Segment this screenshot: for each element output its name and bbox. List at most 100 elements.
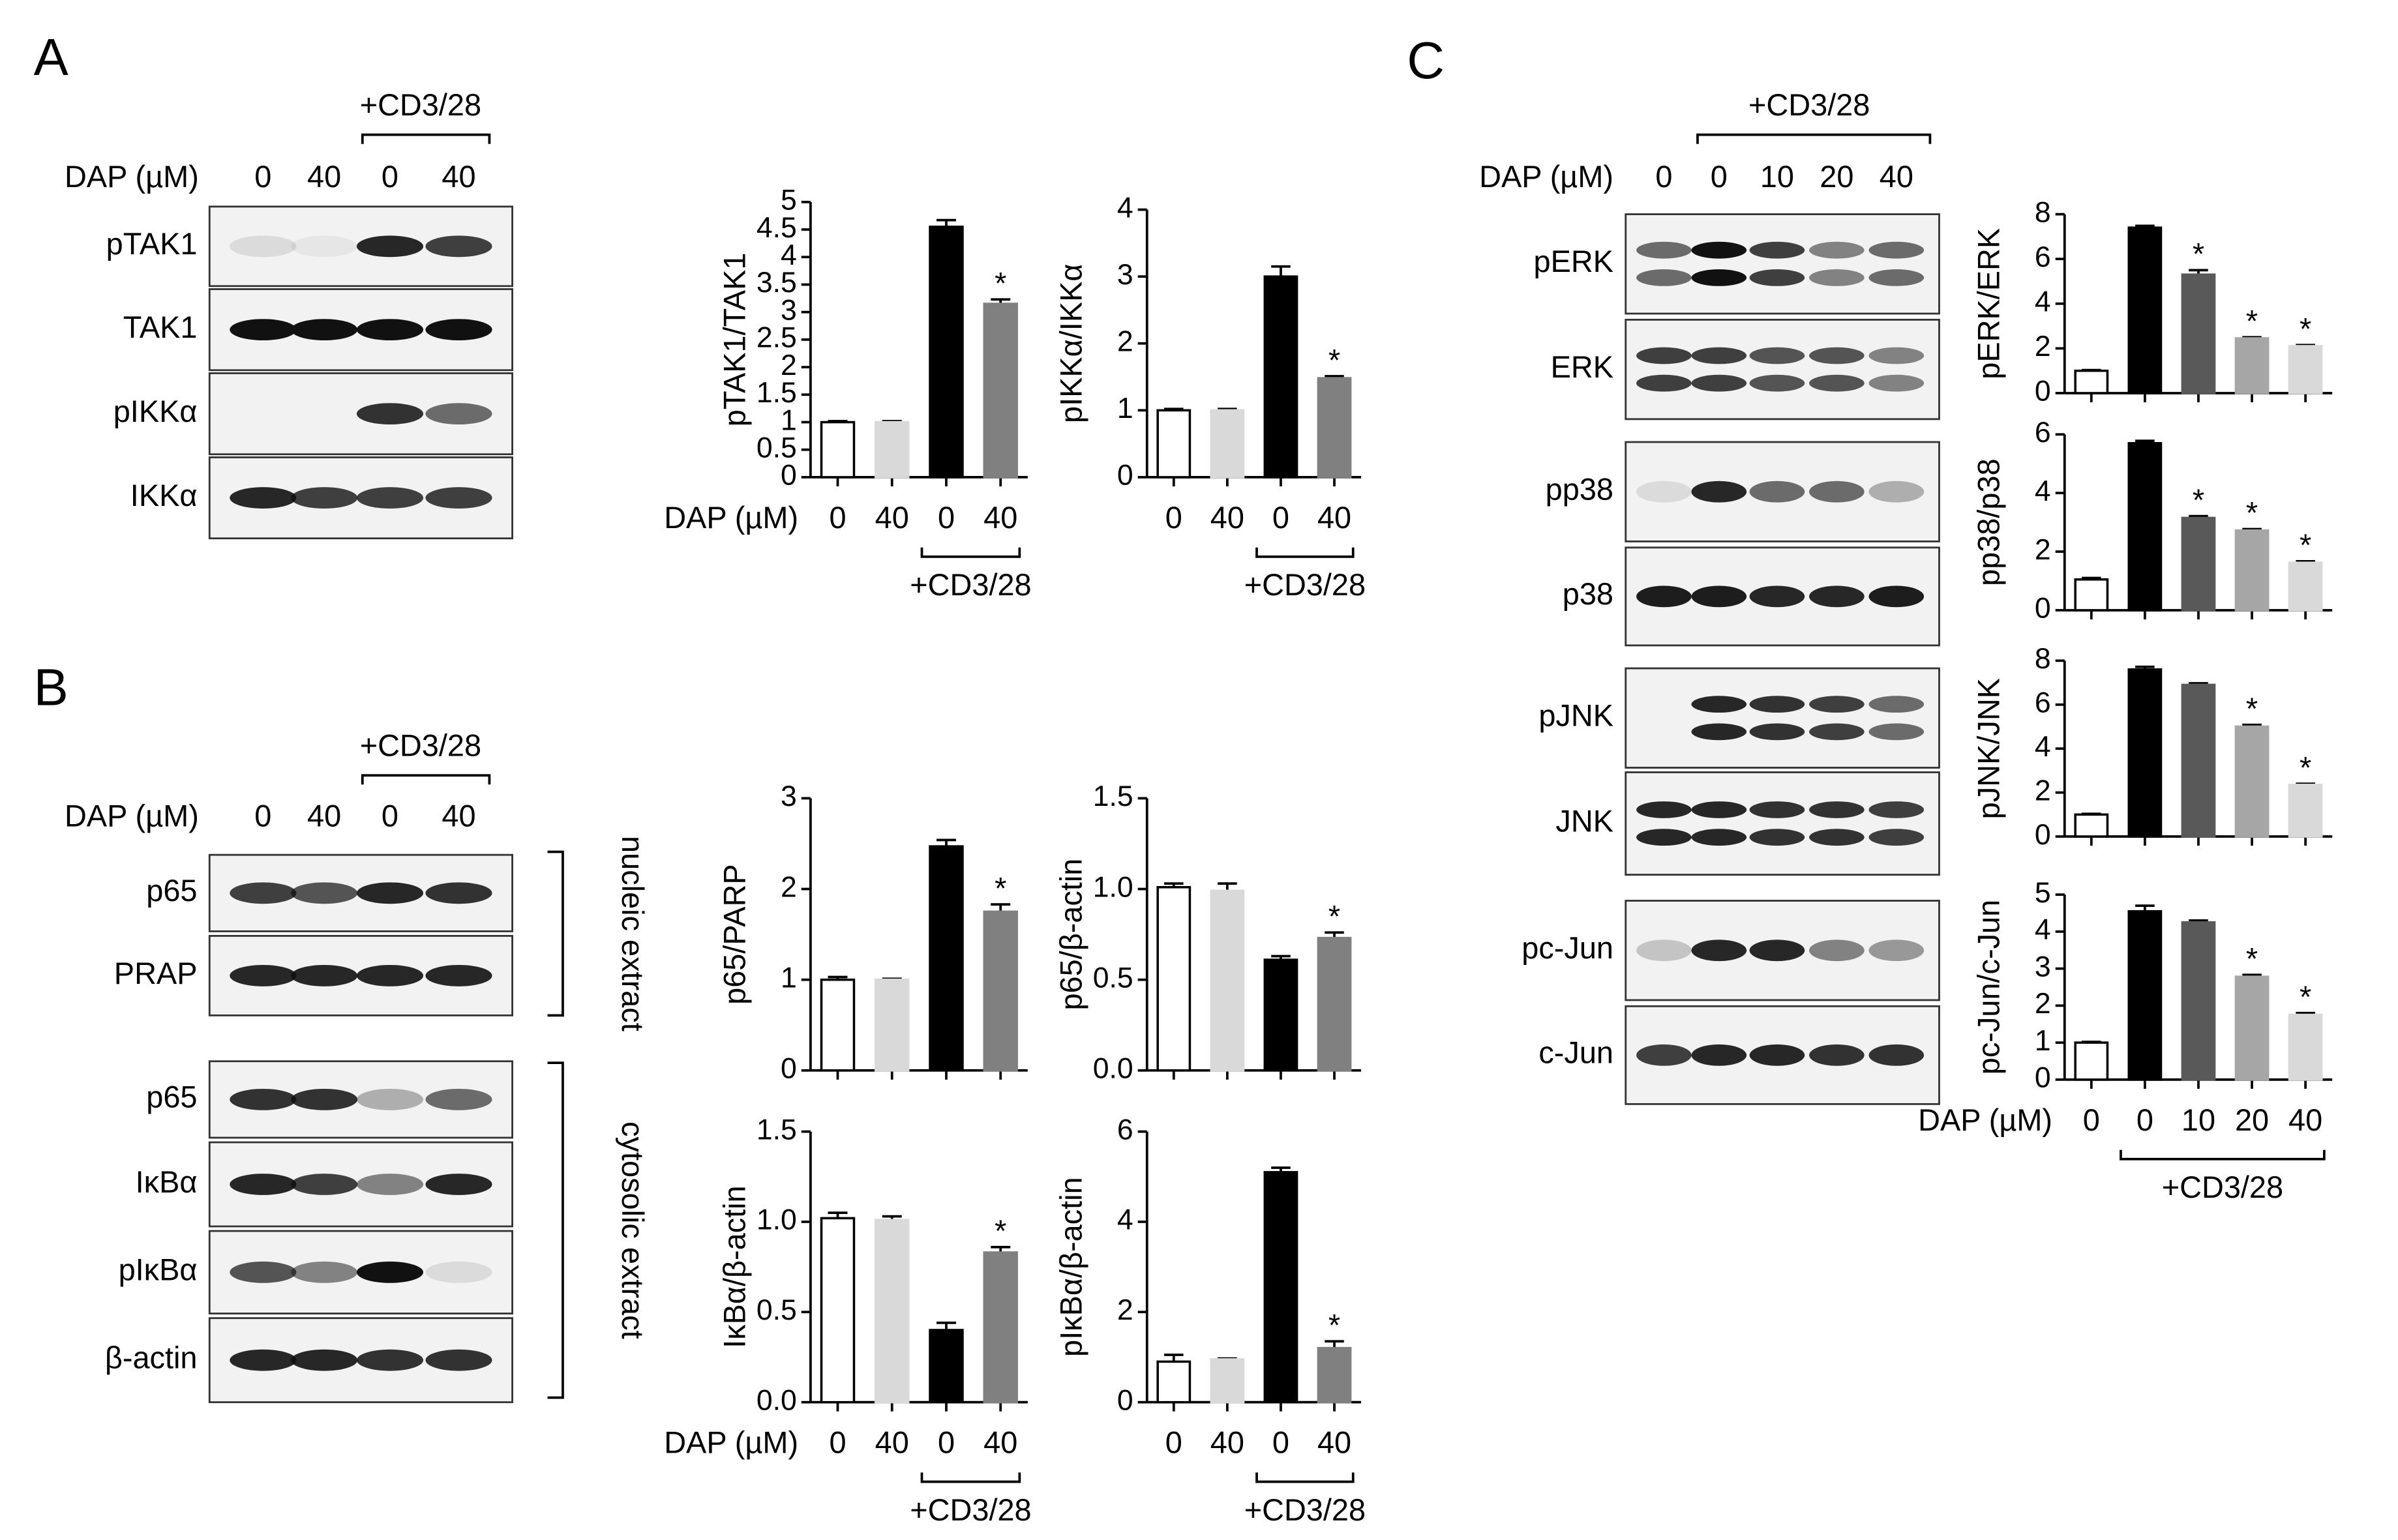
- y-axis-label: p65/β-actin: [1055, 859, 1088, 1011]
- fraction-label: nucleic extract: [616, 836, 650, 1031]
- blot-band: [1749, 801, 1805, 818]
- blot-band: [1868, 241, 1925, 259]
- blot-band: [1809, 723, 1865, 741]
- x-tick-label: 40: [983, 501, 1017, 535]
- panel-letter: C: [1407, 31, 1445, 89]
- blot-band: [1749, 585, 1805, 608]
- blot-band: [1809, 585, 1865, 608]
- blot-row-label: pTAK1: [106, 227, 198, 261]
- blot-band: [425, 319, 492, 341]
- blot-band: [425, 1349, 492, 1371]
- group-label: +CD3/28: [910, 568, 1031, 602]
- blot-band: [1749, 241, 1805, 259]
- blot-row-label: c-Jun: [1538, 1036, 1613, 1070]
- blot-band: [1691, 374, 1747, 392]
- x-tick-label: 0: [938, 501, 955, 535]
- dose-value: 0: [382, 799, 398, 833]
- x-tick-label: 40: [875, 1426, 909, 1460]
- y-tick-label: 5: [781, 185, 797, 216]
- y-tick-label: 0.5: [757, 432, 797, 464]
- dose-value: 40: [307, 799, 341, 833]
- blot-band: [1749, 1044, 1805, 1066]
- x-tick-label: 0: [1272, 1426, 1289, 1460]
- blot-band: [1868, 585, 1925, 608]
- blot-strip: [1625, 771, 1940, 876]
- blot-band: [230, 1088, 297, 1110]
- blot-row-label: IκBα: [136, 1165, 198, 1199]
- y-axis-label: pIκBα/β-actin: [1055, 1177, 1088, 1357]
- bar: [2074, 813, 2109, 838]
- blot-row-label: pIKKα: [113, 394, 198, 428]
- dose-value: 0: [254, 799, 271, 833]
- blot-band: [1691, 696, 1747, 713]
- blot-row-label: pp38: [1546, 473, 1613, 507]
- y-tick-label: 0: [2035, 819, 2051, 851]
- y-tick-label: 4.5: [757, 212, 797, 244]
- blot-band: [1809, 269, 1865, 286]
- blot-row-label: p38: [1563, 577, 1613, 611]
- significance-mark: *: [1328, 343, 1340, 377]
- dose-value: 10: [1760, 160, 1794, 194]
- blot-band: [1636, 374, 1692, 392]
- y-tick-label: 1: [1117, 392, 1133, 424]
- significance-mark: *: [995, 871, 1006, 905]
- bar: [875, 421, 910, 479]
- bar: [2127, 910, 2163, 1081]
- y-axis-label: pJNK/JNK: [1972, 678, 2006, 819]
- x-tick-label: 40: [875, 501, 909, 535]
- x-tick-label: 40: [1317, 501, 1351, 535]
- bar: [983, 910, 1018, 1072]
- y-tick-label: 1: [781, 404, 797, 436]
- blot-band: [425, 1088, 492, 1110]
- blot-band: [230, 1349, 297, 1371]
- y-axis-label: p65/PARP: [718, 864, 752, 1004]
- blot-band: [356, 1174, 424, 1195]
- blot-row-label: pIκBα: [119, 1253, 198, 1287]
- blot-band: [425, 235, 492, 258]
- significance-mark: *: [2246, 942, 2258, 976]
- blot-strip: [1625, 213, 1940, 315]
- blot-band: [291, 1174, 358, 1195]
- y-tick-label: 3: [1117, 259, 1133, 291]
- x-tick-label: 40: [983, 1426, 1017, 1460]
- blot-band: [356, 403, 424, 425]
- blot-band: [1691, 801, 1747, 818]
- blot-band: [356, 1349, 424, 1371]
- blot-band: [1868, 829, 1925, 846]
- bar: [875, 978, 910, 1072]
- dose-value: 40: [442, 160, 475, 194]
- y-tick-label: 0.5: [757, 1294, 797, 1326]
- blot-band: [1868, 723, 1925, 741]
- bar: [820, 421, 856, 479]
- y-axis-label: pp38/p38: [1972, 458, 2006, 586]
- blot-strip: [1625, 318, 1940, 421]
- y-tick-label: 0: [1117, 1384, 1133, 1416]
- y-tick-label: 2: [2035, 534, 2051, 566]
- blot-band: [1636, 829, 1692, 846]
- blot-strip: [1625, 667, 1940, 769]
- blot-band: [1636, 801, 1692, 818]
- significance-mark: *: [2300, 312, 2311, 346]
- y-tick-label: 4: [2035, 475, 2051, 507]
- blot-band: [1691, 1044, 1747, 1066]
- dose-value: 40: [442, 799, 475, 833]
- y-tick-label: 1: [781, 962, 797, 994]
- group-bracket: [920, 547, 1021, 558]
- y-tick-label: 4: [2035, 731, 2051, 763]
- y-tick-label: 1.0: [1093, 871, 1133, 903]
- blot-row-label: JNK: [1555, 804, 1613, 838]
- y-axis-label: pERK/ERK: [1972, 228, 2006, 379]
- bar: [1263, 275, 1298, 479]
- x-axis-label: DAP (µM): [1918, 1103, 2052, 1137]
- bar: [2074, 369, 2109, 394]
- y-tick-label: 4: [781, 239, 797, 271]
- y-tick-label: 3: [781, 780, 797, 812]
- group-label: +CD3/28: [1244, 568, 1366, 602]
- blot-band: [356, 487, 424, 509]
- bar: [1210, 1358, 1245, 1404]
- fraction-label: cytosolic extract: [616, 1121, 650, 1339]
- y-tick-label: 1.5: [757, 1114, 797, 1146]
- bar: [1156, 409, 1192, 479]
- bar: [2127, 441, 2163, 612]
- treatment-label: +CD3/28: [360, 88, 481, 122]
